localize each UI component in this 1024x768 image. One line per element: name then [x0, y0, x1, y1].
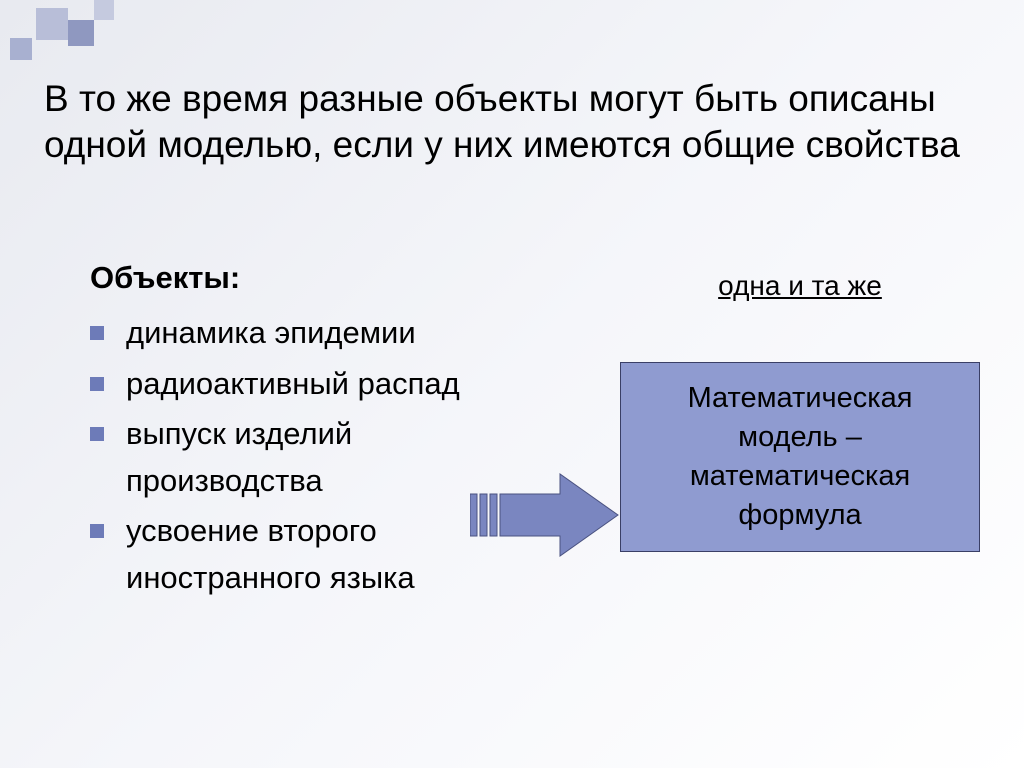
model-box: Математическая модель – математическая ф…	[620, 362, 980, 552]
same-label: одна и та же	[620, 270, 980, 302]
list-item: радиоактивный распад	[90, 361, 470, 408]
square-decoration	[36, 8, 68, 40]
arrow-icon	[470, 470, 620, 565]
list-item: динамика эпидемии	[90, 310, 470, 357]
list-item: усвоение второго иностранного языка	[90, 508, 470, 601]
square-decoration	[10, 38, 32, 60]
list-item: выпуск изделий производства	[90, 411, 470, 504]
square-decoration	[68, 20, 94, 46]
content-right: одна и та же Математическая модель – мат…	[620, 270, 980, 552]
main-paragraph: В то же время разные объекты могут быть …	[44, 76, 984, 169]
square-decoration	[94, 0, 114, 20]
